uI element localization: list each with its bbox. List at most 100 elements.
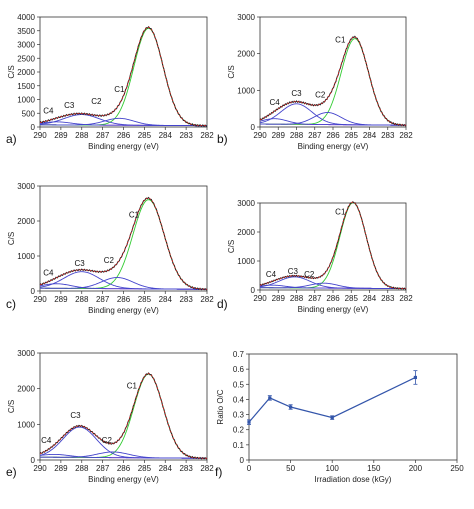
fit-envelope bbox=[259, 36, 407, 126]
y-axis-label: C/S bbox=[7, 400, 16, 413]
peak-label-c2: C2 bbox=[315, 91, 326, 100]
peak-label-c4: C4 bbox=[43, 106, 54, 115]
x-tick-label: 284 bbox=[363, 131, 377, 140]
x-axis-label: Binding energy (eV) bbox=[298, 305, 369, 314]
x-tick-label: 290 bbox=[33, 295, 47, 304]
x-tick-label: 150 bbox=[367, 464, 381, 473]
panel-label: e) bbox=[6, 465, 17, 479]
peak-label-c3: C3 bbox=[291, 89, 302, 98]
y-tick-label: 1000 bbox=[237, 86, 255, 95]
y-tick-label: 0.1 bbox=[233, 441, 245, 450]
x-tick-label: 283 bbox=[179, 295, 193, 304]
fit-envelope bbox=[39, 26, 208, 127]
peak-label-c2: C2 bbox=[91, 97, 102, 106]
x-axis-label: Binding energy (eV) bbox=[88, 475, 159, 484]
x-tick-label: 0 bbox=[247, 464, 252, 473]
peak-label-c2: C2 bbox=[102, 436, 113, 445]
data-point bbox=[413, 375, 417, 380]
y-tick-label: 0.6 bbox=[233, 365, 245, 374]
x-tick-label: 289 bbox=[272, 131, 286, 140]
peak-label-c4: C4 bbox=[269, 98, 280, 107]
y-tick-label: 0 bbox=[31, 123, 36, 132]
component-peak-c4 bbox=[39, 283, 207, 290]
y-tick-label: 0 bbox=[251, 286, 256, 295]
component-peak-c4 bbox=[259, 118, 406, 126]
y-tick-label: 0 bbox=[31, 287, 36, 296]
x-tick-label: 284 bbox=[159, 295, 173, 304]
panel-3: 290 289 288 287 286 285 284 283 282 0 1000 2000 3000… bbox=[217, 199, 413, 314]
y-tick-label: 2000 bbox=[237, 50, 255, 59]
y-tick-label: 3000 bbox=[17, 41, 35, 50]
x-axis-label: Binding energy (eV) bbox=[88, 142, 159, 151]
y-tick-label: 1000 bbox=[17, 96, 35, 105]
x-tick-label: 285 bbox=[138, 131, 152, 140]
peak-label-c1: C1 bbox=[129, 211, 140, 220]
peak-label-c2: C2 bbox=[104, 256, 115, 265]
component-peak-c1 bbox=[260, 38, 407, 126]
fit-envelope bbox=[39, 373, 208, 459]
measured-spectrum bbox=[39, 196, 208, 291]
x-tick-label: 289 bbox=[54, 464, 68, 473]
y-tick-label: 0 bbox=[240, 456, 245, 465]
x-tick-label: 285 bbox=[345, 294, 359, 303]
x-tick-label: 287 bbox=[308, 294, 322, 303]
x-tick-label: 289 bbox=[54, 131, 68, 140]
peak-label-c1: C1 bbox=[127, 382, 138, 391]
y-tick-label: 1500 bbox=[17, 82, 35, 91]
y-tick-label: 0.2 bbox=[233, 426, 245, 435]
peak-label-c4: C4 bbox=[41, 436, 52, 445]
x-tick-label: 287 bbox=[308, 131, 322, 140]
y-axis-label: C/S bbox=[227, 65, 236, 78]
measured-spectrum bbox=[259, 35, 407, 127]
x-tick-label: 285 bbox=[138, 464, 152, 473]
y-tick-label: 3000 bbox=[17, 349, 35, 358]
plot-frame bbox=[259, 202, 407, 291]
y-tick-label: 2000 bbox=[17, 68, 35, 77]
x-tick-label: 285 bbox=[345, 131, 359, 140]
x-tick-label: 283 bbox=[381, 131, 395, 140]
x-tick-label: 283 bbox=[381, 294, 395, 303]
x-axis-label: Binding energy (eV) bbox=[298, 142, 369, 151]
data-point bbox=[268, 396, 272, 400]
panel-label: f) bbox=[215, 465, 222, 479]
fit-envelope bbox=[39, 197, 208, 290]
x-tick-label: 289 bbox=[272, 294, 286, 303]
fit-envelope bbox=[259, 201, 407, 290]
peak-label-c4: C4 bbox=[266, 270, 277, 279]
x-tick-label: 284 bbox=[159, 131, 173, 140]
component-peak-c4 bbox=[39, 121, 207, 127]
x-tick-label: 282 bbox=[200, 295, 214, 304]
y-tick-label: 1000 bbox=[17, 252, 35, 261]
panel-label: a) bbox=[6, 132, 17, 146]
measured-spectrum bbox=[39, 372, 208, 460]
x-tick-label: 283 bbox=[179, 131, 193, 140]
x-tick-label: 286 bbox=[117, 295, 131, 304]
panel-4: 290 289 288 287 286 285 284 283 282 0 1000 2000 3000… bbox=[6, 349, 214, 484]
x-tick-label: 290 bbox=[253, 294, 267, 303]
peak-label-c3: C3 bbox=[75, 259, 86, 268]
x-tick-label: 290 bbox=[33, 464, 47, 473]
y-axis-label: Ratio O/C bbox=[216, 389, 225, 424]
y-tick-label: 3000 bbox=[17, 182, 35, 191]
x-tick-label: 283 bbox=[179, 464, 193, 473]
panel-label: b) bbox=[217, 132, 228, 146]
x-tick-label: 282 bbox=[200, 131, 214, 140]
y-axis-label: C/S bbox=[227, 240, 236, 253]
x-tick-label: 200 bbox=[409, 464, 423, 473]
x-tick-label: 284 bbox=[159, 464, 173, 473]
y-tick-label: 0 bbox=[251, 123, 256, 132]
y-tick-label: 1000 bbox=[17, 420, 35, 429]
x-tick-label: 288 bbox=[75, 131, 89, 140]
y-tick-label: 2000 bbox=[237, 228, 255, 237]
x-tick-label: 285 bbox=[138, 295, 152, 304]
panel-1: 290 289 288 287 286 285 284 283 282 0 1000 2000 3000… bbox=[217, 13, 413, 151]
x-tick-label: 287 bbox=[96, 131, 110, 140]
y-tick-label: 500 bbox=[22, 109, 36, 118]
y-tick-label: 0.3 bbox=[233, 411, 245, 420]
component-peak-c1 bbox=[260, 202, 407, 290]
y-axis-label: C/S bbox=[7, 65, 16, 78]
peak-label-c3: C3 bbox=[64, 101, 75, 110]
x-tick-label: 286 bbox=[117, 131, 131, 140]
x-tick-label: 286 bbox=[117, 464, 131, 473]
